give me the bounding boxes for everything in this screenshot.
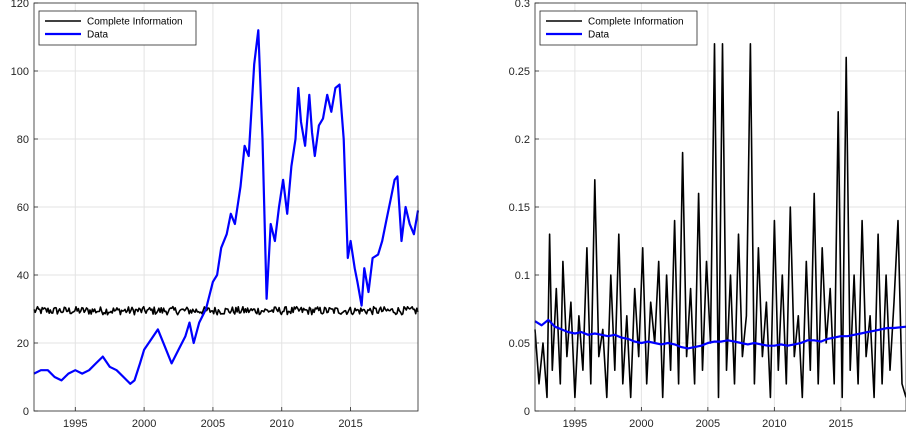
y-tick-label: 0 xyxy=(23,406,29,418)
y-tick-label: 0.3 xyxy=(515,0,530,10)
y-tick-label: 80 xyxy=(17,134,29,146)
legend-label: Data xyxy=(87,30,109,41)
series-line-data xyxy=(534,318,906,350)
x-tick-label: 2010 xyxy=(269,418,293,430)
x-tick-label: 2015 xyxy=(338,418,362,430)
legend-label: Complete Information xyxy=(87,17,183,28)
x-tick-label: 2010 xyxy=(762,418,786,430)
y-tick-label: 20 xyxy=(17,338,29,350)
y-tick-label: 0.2 xyxy=(515,134,530,146)
left-chart: 1995 2000 2005 2010 2015 0 20 40 60 80 100 120 Compl… xyxy=(11,0,420,430)
x-tick-label: 1995 xyxy=(563,418,587,430)
x-tick-label: 2015 xyxy=(829,418,853,430)
y-tick-label: 100 xyxy=(11,66,29,78)
y-tick-label: 0.25 xyxy=(509,66,530,78)
x-tick-label: 2005 xyxy=(696,418,720,430)
legend-box xyxy=(38,10,197,46)
y-tick-label: 0 xyxy=(524,406,530,418)
legend-label: Complete Information xyxy=(588,17,684,28)
legend-label: Data xyxy=(588,30,610,41)
y-tick-label: 120 xyxy=(11,0,29,10)
legend-box xyxy=(539,10,698,46)
y-tick-label: 0.05 xyxy=(509,338,530,350)
series-line-data xyxy=(33,29,420,385)
x-tick-label: 2000 xyxy=(132,418,156,430)
y-tick-label: 0.1 xyxy=(515,270,530,282)
y-tick-label: 0.15 xyxy=(509,202,530,214)
y-tick-label: 60 xyxy=(17,202,29,214)
series-line-complete-information xyxy=(33,305,419,316)
y-tick-label: 40 xyxy=(17,270,29,282)
x-tick-label: 2000 xyxy=(629,418,653,430)
right-chart: 1995 2000 2005 2010 2015 0 0.05 0.1 0.15 0.2 0.25 0… xyxy=(509,0,906,430)
x-tick-label: 1995 xyxy=(63,418,87,430)
x-tick-label: 2005 xyxy=(201,418,225,430)
series-line-complete-information xyxy=(534,43,906,399)
